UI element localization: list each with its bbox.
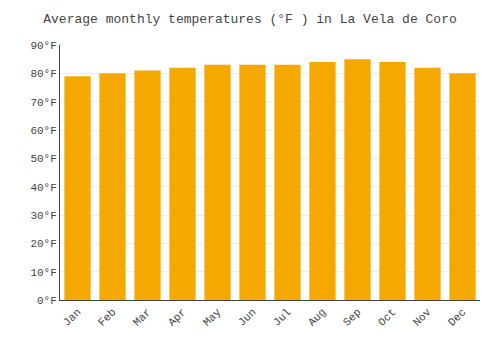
svg-text:Average monthly temperatures (: Average monthly temperatures (°F ) in La…	[43, 12, 456, 27]
svg-text:10°F: 10°F	[30, 267, 56, 279]
svg-text:40°F: 40°F	[30, 182, 56, 194]
svg-text:70°F: 70°F	[30, 97, 56, 109]
svg-text:0°F: 0°F	[37, 295, 57, 307]
svg-text:Dec: Dec	[446, 306, 468, 328]
svg-text:Jan: Jan	[61, 306, 83, 328]
svg-text:20°F: 20°F	[30, 238, 56, 250]
svg-text:Mar: Mar	[131, 306, 153, 328]
svg-text:May: May	[201, 306, 224, 329]
svg-text:30°F: 30°F	[30, 210, 56, 222]
svg-text:Feb: Feb	[96, 306, 118, 328]
svg-text:Jul: Jul	[271, 306, 293, 328]
svg-text:Apr: Apr	[166, 306, 188, 328]
svg-text:Nov: Nov	[411, 306, 434, 329]
svg-text:Sep: Sep	[341, 306, 363, 328]
svg-text:Aug: Aug	[306, 306, 328, 328]
svg-text:80°F: 80°F	[30, 68, 56, 80]
svg-text:Oct: Oct	[376, 306, 398, 328]
svg-text:50°F: 50°F	[30, 153, 56, 165]
svg-text:90°F: 90°F	[30, 40, 56, 52]
svg-text:Jun: Jun	[236, 306, 258, 328]
svg-text:60°F: 60°F	[30, 125, 56, 137]
